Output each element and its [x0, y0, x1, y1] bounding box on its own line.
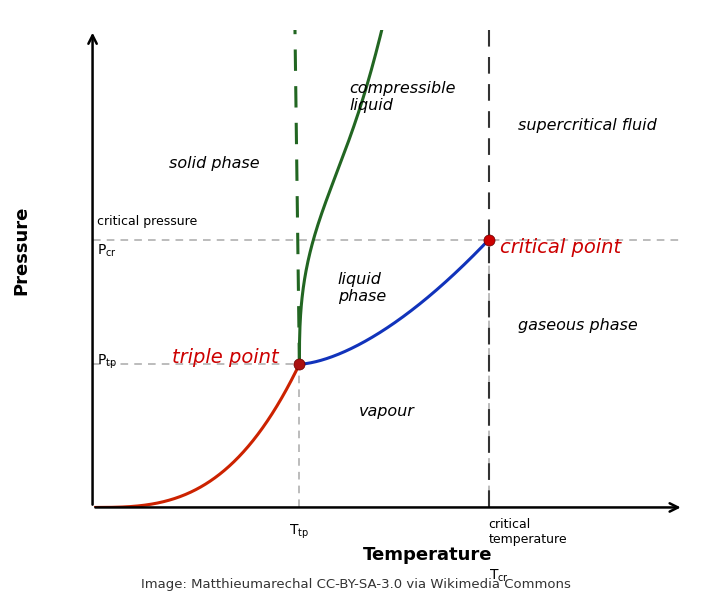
Text: Image: Matthieumarechal CC-BY-SA-3.0 via Wikimedia Commons: Image: Matthieumarechal CC-BY-SA-3.0 via… [141, 578, 571, 591]
Text: gaseous phase: gaseous phase [518, 318, 638, 334]
Text: T$_{\mathrm{tp}}$: T$_{\mathrm{tp}}$ [289, 522, 310, 541]
Text: critical point: critical point [501, 238, 622, 257]
Text: critical
temperature: critical temperature [488, 518, 567, 546]
Text: compressible
liquid: compressible liquid [350, 81, 456, 113]
Text: T$_{\mathrm{cr}}$: T$_{\mathrm{cr}}$ [488, 567, 508, 583]
Text: triple point: triple point [172, 347, 279, 367]
Text: liquid
phase: liquid phase [337, 272, 386, 304]
Text: P$_{\mathrm{tp}}$: P$_{\mathrm{tp}}$ [98, 353, 117, 371]
Text: Pressure: Pressure [12, 206, 31, 296]
Text: vapour: vapour [359, 404, 414, 420]
Text: solid phase: solid phase [169, 156, 260, 171]
Text: Temperature: Temperature [362, 546, 492, 564]
Text: critical pressure: critical pressure [98, 215, 197, 228]
Text: supercritical fluid: supercritical fluid [518, 118, 656, 133]
Text: P$_{\mathrm{cr}}$: P$_{\mathrm{cr}}$ [98, 242, 117, 259]
